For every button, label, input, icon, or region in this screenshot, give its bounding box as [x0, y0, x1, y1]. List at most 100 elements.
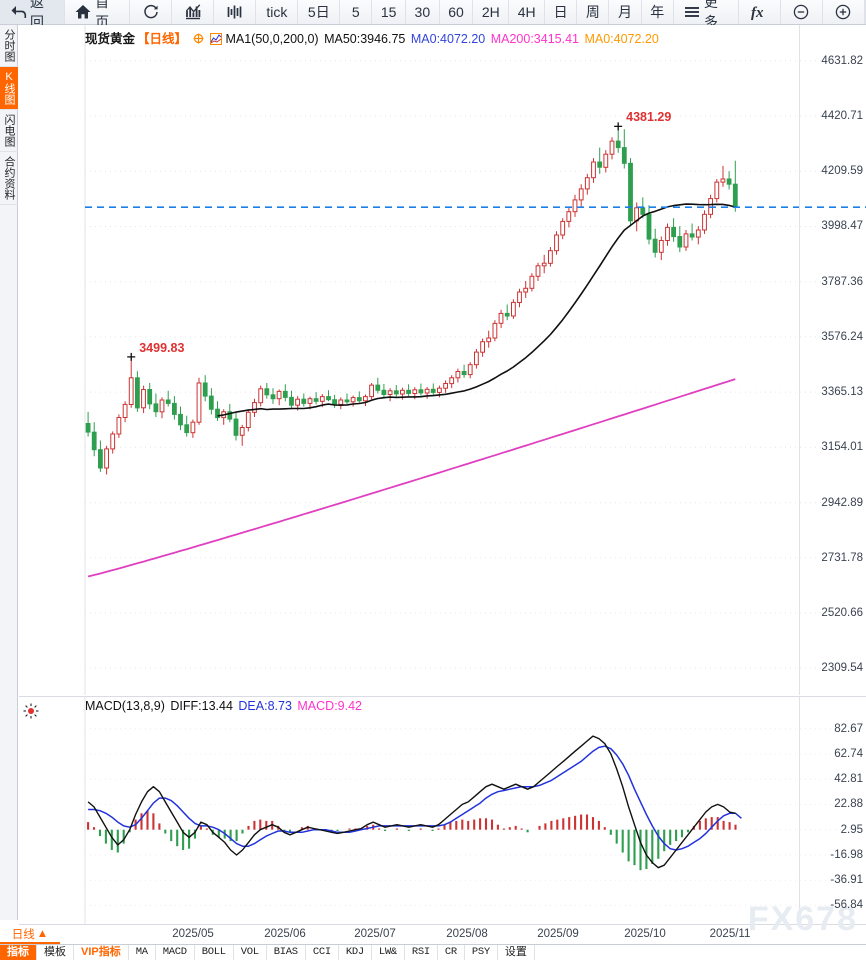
x-axis-tick: 2025/09	[537, 928, 579, 940]
tab-macd[interactable]: MACD	[156, 945, 195, 960]
macd-axis-tick: -16.98	[830, 848, 863, 861]
ma0-value-a: MA0:4072.20	[410, 32, 486, 46]
ma-params: MA1(50,0,200,0)	[225, 32, 319, 46]
x-axis-tick: 2025/10	[624, 928, 666, 940]
back-arrow-icon	[9, 3, 27, 21]
period-indicator[interactable]: 日线 ▲	[0, 925, 60, 944]
ma0-value-b: MA0:4072.20	[584, 32, 659, 46]
price-axis-tick: 2731.78	[821, 551, 863, 564]
macd-dea-value: DEA:8.73	[238, 699, 292, 713]
tab-bias[interactable]: BIAS	[267, 945, 306, 960]
macd-axis-divider	[799, 697, 800, 924]
symbol-period: 【日线】	[137, 32, 188, 46]
period-2h-label: 2H	[481, 4, 500, 20]
svg-text:fx: fx	[751, 5, 764, 21]
price-axis-tick: 4631.82	[821, 54, 863, 67]
price-axis-tick: 3365.13	[821, 386, 863, 399]
x-axis-tick: 2025/06	[264, 928, 306, 940]
ma200-value: MA200:3415.41	[490, 32, 579, 46]
price-axis-labels: 4631.82 4420.71 4209.59 3998.47 3787.36 3576.…	[796, 25, 866, 695]
tab-templates[interactable]: 模板	[37, 945, 74, 960]
period-15-label: 15	[380, 4, 397, 20]
tab-kdj[interactable]: KDJ	[339, 945, 372, 960]
refresh-icon	[142, 3, 160, 21]
function-button[interactable]: fx	[738, 0, 781, 24]
top-toolbar: 返回 首页 tick 5日 5 15 30 60 2H 4H 日 周 月 年更多 fx	[0, 0, 866, 30]
tab-psy[interactable]: PSY	[465, 945, 498, 960]
watermark: FX678	[747, 900, 858, 938]
price-axis-tick: 4209.59	[821, 165, 863, 178]
period-30[interactable]: 30	[405, 0, 440, 24]
macd-title: MACD(13,8,9)	[85, 699, 165, 713]
price-chart-pane[interactable]: 4631.82 4420.71 4209.59 3998.47 3787.36 3576.…	[19, 25, 866, 695]
tab-cci[interactable]: CCI	[306, 945, 339, 960]
tab-vol[interactable]: VOL	[234, 945, 267, 960]
period-4h-label: 4H	[517, 4, 536, 20]
ma50-value: MA50:3946.75	[324, 32, 406, 46]
period-60-label: 60	[448, 4, 464, 20]
period-5d[interactable]: 5日	[298, 0, 341, 24]
period-indicator-arrow: ▲	[36, 927, 49, 940]
period-year-label: 年	[650, 4, 665, 20]
period-2h[interactable]: 2H	[473, 0, 510, 24]
tab-rsi[interactable]: RSI	[405, 945, 438, 960]
price-axis-tick: 3787.36	[821, 275, 863, 288]
x-axis-tick: 2025/07	[354, 928, 396, 940]
period-5[interactable]: 5	[340, 0, 373, 24]
period-day[interactable]: 日	[545, 0, 578, 24]
tab-settings[interactable]: 设置	[498, 945, 535, 960]
price-candlestick-plot	[84, 25, 866, 695]
macd-axis-tick: 2.95	[840, 823, 863, 836]
period-week[interactable]: 周	[577, 0, 610, 24]
macd-axis-tick: 42.81	[834, 773, 863, 786]
period-month[interactable]: 月	[609, 0, 642, 24]
sidebar-item-contract[interactable]: 合约资料	[0, 152, 18, 205]
price-axis-divider	[799, 25, 800, 695]
refresh-button[interactable]	[130, 0, 173, 24]
zoom-out-button[interactable]	[780, 0, 823, 24]
high-price-annotation: 4381.29	[626, 110, 672, 125]
period-tick[interactable]: tick	[256, 0, 299, 24]
chart-type-button[interactable]	[172, 0, 215, 24]
tab-lwr[interactable]: LW&	[372, 945, 405, 960]
settings-sun-icon[interactable]	[23, 703, 39, 719]
sidebar-item-lightning[interactable]: 闪电图	[0, 110, 18, 152]
macd-legend: MACD(13,8,9) DIFF:13.44 DEA:8.73 MACD:9.…	[85, 699, 364, 713]
more-button[interactable]: 更多	[673, 0, 739, 30]
period-60[interactable]: 60	[439, 0, 474, 24]
price-axis-tick: 3576.24	[821, 330, 863, 343]
back-button[interactable]: 返回	[0, 0, 66, 30]
x-axis-tick: 2025/05	[172, 928, 214, 940]
price-axis-tick: 3154.01	[821, 441, 863, 454]
indicator-button[interactable]	[214, 0, 257, 24]
sidebar-item-timeshare[interactable]: 分时图	[0, 25, 18, 67]
home-button[interactable]: 首页	[65, 0, 131, 30]
symbol-name: 现货黄金	[85, 32, 136, 46]
period-4h[interactable]: 4H	[509, 0, 546, 24]
x-axis-tick: 2025/08	[446, 928, 488, 940]
period-5d-label: 5日	[307, 4, 330, 20]
tab-boll[interactable]: BOLL	[195, 945, 234, 960]
zoom-in-button[interactable]	[822, 0, 865, 24]
macd-axis-tick: 62.74	[834, 748, 863, 761]
period-15[interactable]: 15	[372, 0, 406, 24]
sidebar-item-kline[interactable]: K线图	[0, 67, 18, 110]
x-axis: 2025/05 2025/06 2025/07 2025/08 2025/09 2025/…	[19, 924, 866, 944]
zoom-in-icon	[834, 3, 852, 21]
tab-vip-indicators[interactable]: VIP指标	[74, 945, 129, 960]
zoom-out-icon	[792, 3, 810, 21]
period-year[interactable]: 年	[641, 0, 674, 24]
tab-cr[interactable]: CR	[438, 945, 465, 960]
macd-chart-pane[interactable]: 82.67 62.74 42.81 22.88 2.95 -16.98 -36.91 -56.…	[19, 696, 866, 925]
macd-axis-tick: 82.67	[834, 722, 863, 735]
tab-indicators[interactable]: 指标	[0, 945, 37, 960]
tab-ma[interactable]: MA	[129, 945, 156, 960]
bottom-tab-filler	[535, 945, 866, 960]
macd-axis-tick: 22.88	[834, 798, 863, 811]
macd-axis-tick: -56.84	[830, 899, 863, 912]
crosshair-target-icon[interactable]	[193, 33, 204, 44]
macd-diff-value: DIFF:13.44	[170, 699, 233, 713]
ma-indicator-icon[interactable]	[210, 33, 222, 45]
bar-chart-icon	[184, 3, 202, 21]
